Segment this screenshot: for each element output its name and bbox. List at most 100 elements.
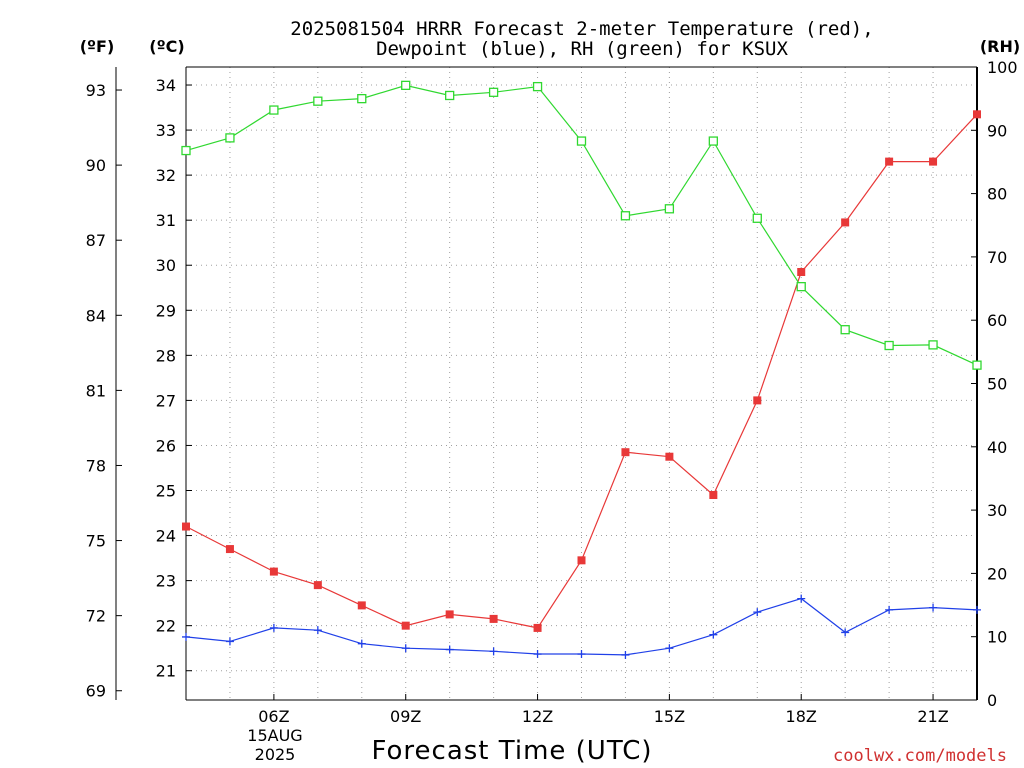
temperature-point <box>445 610 454 619</box>
temperature-point <box>225 545 234 554</box>
temperature-point <box>313 581 322 590</box>
fahrenheit-tick-label: 90 <box>86 156 106 175</box>
rh-tick-label: 10 <box>987 628 1007 647</box>
rh-point <box>357 94 367 104</box>
rh-point <box>445 90 455 101</box>
celsius-tick-label: 27 <box>156 391 176 410</box>
temperature-point <box>841 218 850 227</box>
temperature-point <box>621 448 630 457</box>
celsius-tick-label: 34 <box>156 76 176 95</box>
celsius-tick-label: 22 <box>156 617 176 636</box>
temperature-point <box>797 267 806 276</box>
fahrenheit-tick-label: 81 <box>86 381 106 400</box>
temperature-point <box>182 522 190 531</box>
rh-point <box>532 81 543 92</box>
rh-tick-label: 90 <box>987 121 1007 140</box>
x-tick-label: 12Z <box>522 707 553 726</box>
celsius-tick-label: 29 <box>156 301 176 320</box>
dewpoint-point <box>753 608 762 617</box>
grid <box>186 67 977 700</box>
fahrenheit-tick-label: 72 <box>86 607 106 626</box>
dewpoint-point <box>269 623 278 632</box>
dewpoint-point <box>577 650 586 659</box>
celsius-tick-label: 32 <box>156 166 176 185</box>
celsius-tick-label: 28 <box>156 346 176 365</box>
temperature-point <box>753 396 762 405</box>
chart-title-line2: Dewpoint (blue), RH (green) for KSUX <box>376 38 788 60</box>
temperature-point <box>533 623 542 632</box>
rh-tick-label: 80 <box>987 185 1007 204</box>
rh-point <box>928 340 938 350</box>
rh-tick-label: 60 <box>987 311 1007 330</box>
rh-tick-label: 50 <box>987 375 1007 394</box>
temperature-point <box>489 614 498 623</box>
rh-point <box>620 211 631 221</box>
rh-tick-label: 30 <box>987 501 1007 520</box>
dewpoint-point <box>665 644 674 653</box>
temperature-point <box>269 567 278 576</box>
rh-point <box>225 133 235 143</box>
fahrenheit-tick-label: 87 <box>86 231 106 250</box>
celsius-tick-label: 24 <box>156 527 176 546</box>
rh-unit-label: (RH) <box>980 37 1020 56</box>
dewpoint-point <box>182 632 190 641</box>
temperature-point <box>665 452 674 461</box>
chart-title-line1: 2025081504 HRRR Forecast 2-meter Tempera… <box>290 18 873 40</box>
x-tick-label: 21Z <box>917 707 948 726</box>
dewpoint-point <box>225 637 234 646</box>
rh-point <box>796 282 806 292</box>
temperature-line <box>185 113 978 629</box>
axes <box>115 66 978 701</box>
rh-tick-label: 70 <box>987 248 1007 267</box>
dewpoint-point <box>797 594 806 603</box>
rh-point <box>752 213 762 223</box>
fahrenheit-tick-label: 93 <box>86 81 106 100</box>
rh-point <box>972 360 982 370</box>
celsius-tick-label: 25 <box>156 482 176 501</box>
rh-tick-label: 20 <box>987 564 1007 583</box>
rh-tick-label: 100 <box>987 58 1018 77</box>
rh-point <box>884 340 894 351</box>
dewpoint-point <box>709 630 718 639</box>
dewpoint-point <box>973 605 981 614</box>
dewpoint-point <box>885 605 894 614</box>
temperature-point <box>973 110 981 119</box>
dewpoint-point <box>621 650 630 659</box>
x-axis-label: Forecast Time (UTC) <box>371 736 652 766</box>
dewpoint-point <box>533 650 542 659</box>
rh-point <box>576 136 587 146</box>
dewpoint-point <box>313 626 322 635</box>
rh-point <box>313 96 323 106</box>
rh-point <box>269 105 279 115</box>
date-label-year: 2025 <box>255 745 296 764</box>
rh-point <box>664 204 675 214</box>
celsius-tick-label: 30 <box>156 256 176 275</box>
temperature-point <box>357 601 366 610</box>
temperature-point <box>401 621 410 630</box>
rh-point <box>181 145 191 156</box>
dewpoint-point <box>401 644 410 653</box>
celsius-tick-label: 21 <box>156 662 176 681</box>
dewpoint-point <box>841 628 850 637</box>
x-tick-label: 18Z <box>786 707 817 726</box>
fahrenheit-tick-label: 78 <box>86 456 106 475</box>
temperature-point <box>885 157 894 166</box>
temperature-point <box>709 491 718 500</box>
dewpoint-point <box>489 647 498 656</box>
tick-labels: 21 22 23 24 25 26 27 28 29 30 31 32 33 34 69 72 75 78 81 84… <box>86 58 1018 726</box>
date-label-day: 15AUG <box>247 726 302 745</box>
x-tick-label: 09Z <box>390 707 421 726</box>
celsius-tick-label: 33 <box>156 121 176 140</box>
dewpoint-point <box>445 645 454 654</box>
dewpoint-point <box>357 639 366 648</box>
celsius-tick-label: 23 <box>156 572 176 591</box>
rh-point <box>708 136 718 146</box>
fahrenheit-tick-label: 69 <box>86 682 106 701</box>
fahrenheit-unit-label: (ºF) <box>80 37 115 56</box>
celsius-tick-label: 26 <box>156 436 176 455</box>
fahrenheit-tick-label: 84 <box>86 306 106 325</box>
credit-label: coolwx.com/models <box>833 746 1007 766</box>
temperature-point <box>577 556 586 565</box>
temperature-point <box>929 157 938 166</box>
x-tick-label: 06Z <box>258 707 289 726</box>
